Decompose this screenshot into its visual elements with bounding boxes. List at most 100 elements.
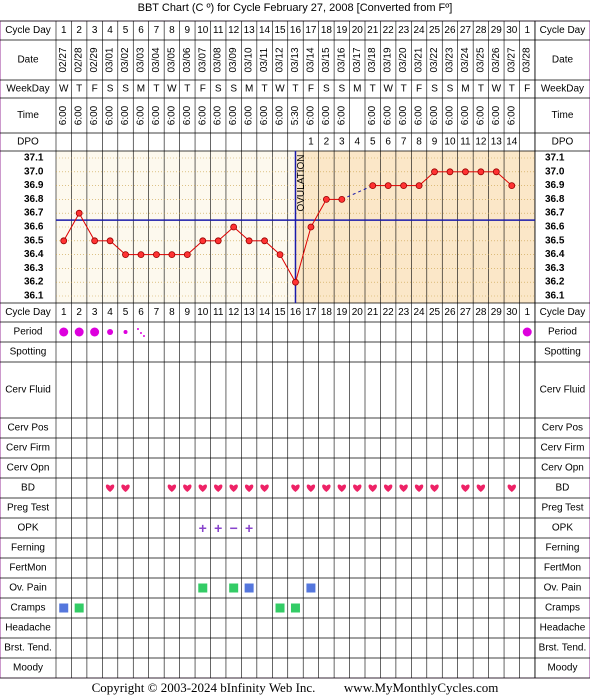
ov-pain-marker bbox=[244, 583, 254, 593]
weekday-label: T bbox=[292, 84, 298, 95]
cycle-day-label: 29 bbox=[491, 25, 503, 36]
weekday-label: F bbox=[92, 84, 98, 95]
y-tick-label-right: 36.5 bbox=[545, 235, 565, 246]
weekday-label: S bbox=[107, 84, 114, 95]
y-tick-label: 37.0 bbox=[24, 166, 44, 177]
bd-heart-icon bbox=[383, 484, 393, 492]
date-label: 03/01 bbox=[105, 47, 116, 72]
cycle-day-label: 20 bbox=[352, 25, 364, 36]
opk-symbol: + bbox=[199, 520, 207, 536]
cycle-day-label: 30 bbox=[506, 25, 518, 36]
y-tick-label-right: 37.1 bbox=[545, 153, 565, 164]
bd-heart-icon bbox=[167, 484, 177, 492]
pre-ovulation-area bbox=[56, 151, 296, 303]
weekday-label: W bbox=[383, 84, 393, 95]
time-label: 6:00 bbox=[275, 105, 286, 125]
cycle-day-label: 21 bbox=[367, 25, 379, 36]
temp-line bbox=[78, 212, 96, 242]
cycle-day-label-bottom: 12 bbox=[228, 307, 240, 318]
period-marker bbox=[90, 327, 100, 337]
cycle-day-label: 26 bbox=[444, 25, 456, 36]
bd-heart-icon bbox=[105, 484, 115, 492]
copyright-footer: Copyright © 2003-2024 bInfinity Web Inc.… bbox=[0, 680, 590, 696]
row-label-headache: Headache bbox=[5, 623, 51, 634]
row-label-right-cycle_day: Cycle Day bbox=[540, 25, 586, 36]
time-label: 6:00 bbox=[336, 105, 347, 125]
cycle-day-label-bottom: 27 bbox=[460, 307, 472, 318]
temp-point bbox=[508, 182, 516, 190]
dpo-label: 2 bbox=[324, 137, 330, 148]
cycle-day-label-bottom: 28 bbox=[475, 307, 487, 318]
temp-point bbox=[106, 237, 114, 245]
row-label-right-cramps: Cramps bbox=[545, 603, 580, 614]
y-tick-label-right: 36.6 bbox=[545, 222, 565, 233]
time-label: 6:00 bbox=[414, 105, 425, 125]
time-label: 6:00 bbox=[383, 105, 394, 125]
date-label: 03/17 bbox=[352, 47, 363, 72]
temp-line bbox=[264, 240, 281, 255]
weekday-label: S bbox=[323, 84, 330, 95]
dpo-label: 4 bbox=[354, 137, 360, 148]
row-label-date: Date bbox=[17, 55, 39, 66]
time-label: 6:00 bbox=[429, 105, 440, 125]
y-tick-label: 36.7 bbox=[24, 208, 44, 219]
y-tick-label-right: 36.8 bbox=[545, 194, 565, 205]
weekday-label: T bbox=[76, 84, 82, 95]
bd-heart-icon bbox=[368, 484, 377, 492]
date-label: 03/05 bbox=[166, 47, 177, 72]
time-label: 6:00 bbox=[166, 105, 177, 125]
date-label: 03/24 bbox=[460, 47, 471, 72]
temp-line bbox=[310, 199, 327, 228]
weekday-label: T bbox=[401, 84, 407, 95]
cramps-marker bbox=[290, 603, 300, 613]
cycle-day-label: 7 bbox=[154, 25, 160, 36]
bd-heart-icon bbox=[461, 484, 470, 492]
cycle-day-label: 1 bbox=[524, 25, 530, 36]
date-label: 03/28 bbox=[522, 47, 533, 72]
row-label-right-time: Time bbox=[552, 110, 574, 121]
cycle-day-label-bottom: 18 bbox=[321, 307, 333, 318]
period-spotting-dot bbox=[139, 332, 142, 334]
date-label: 03/26 bbox=[491, 47, 502, 72]
cycle-day-label-bottom: 30 bbox=[506, 307, 518, 318]
dpo-label: 9 bbox=[432, 137, 438, 148]
row-label-cerv_pos: Cerv Pos bbox=[7, 423, 48, 434]
y-tick-label: 37.1 bbox=[24, 153, 44, 164]
weekday-label: S bbox=[431, 84, 438, 95]
row-label-preg_test: Preg Test bbox=[7, 503, 49, 514]
cycle-day-label: 22 bbox=[383, 25, 395, 36]
y-tick-label: 36.1 bbox=[24, 291, 44, 302]
row-label-brst_tend: Brst. Tend. bbox=[4, 643, 52, 654]
cycle-day-label: 11 bbox=[213, 25, 224, 36]
temp-point bbox=[400, 182, 408, 190]
y-tick-label: 36.2 bbox=[24, 277, 44, 288]
dpo-label: 8 bbox=[416, 137, 422, 148]
time-label: 6:00 bbox=[74, 105, 85, 125]
temp-point bbox=[75, 209, 83, 217]
temp-line bbox=[109, 240, 126, 255]
y-tick-label-right: 36.4 bbox=[545, 249, 565, 260]
cycle-day-label-bottom: 21 bbox=[367, 307, 379, 318]
y-tick-label: 36.4 bbox=[24, 249, 44, 260]
row-label-right-cerv_fluid: Cerv Fluid bbox=[540, 385, 586, 396]
y-tick-label-right: 37.0 bbox=[545, 166, 565, 177]
weekday-label: F bbox=[200, 84, 206, 95]
dpo-label: 10 bbox=[444, 137, 456, 148]
cycle-day-label: 19 bbox=[336, 25, 348, 36]
bd-heart-icon bbox=[507, 484, 516, 492]
date-label: 03/03 bbox=[135, 47, 146, 72]
weekday-label: S bbox=[230, 84, 237, 95]
date-label: 03/15 bbox=[321, 47, 332, 72]
cycle-day-label-bottom: 6 bbox=[138, 307, 144, 318]
date-label: 02/28 bbox=[74, 47, 85, 72]
y-tick-label-right: 36.3 bbox=[545, 263, 565, 274]
weekday-label: F bbox=[416, 84, 422, 95]
row-label-right-period: Period bbox=[548, 327, 577, 338]
row-label-moody: Moody bbox=[13, 663, 43, 674]
temp-point bbox=[477, 168, 485, 176]
site-link[interactable]: www.MyMonthlyCycles.com bbox=[343, 680, 499, 695]
weekday-label: T bbox=[262, 84, 268, 95]
cycle-day-label: 3 bbox=[92, 25, 98, 36]
time-label: 6:00 bbox=[197, 105, 208, 125]
dpo-label: 3 bbox=[339, 137, 345, 148]
